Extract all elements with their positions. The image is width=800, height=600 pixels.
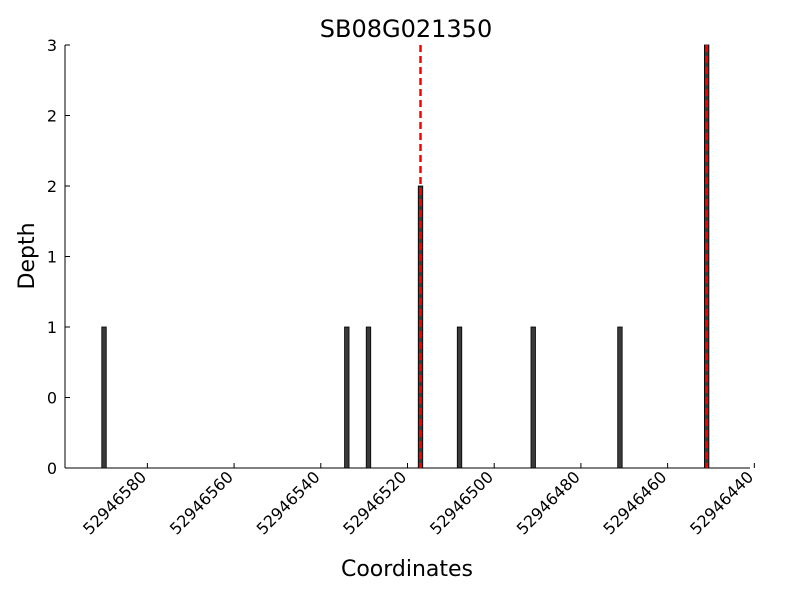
y-tick-label: 3	[47, 36, 57, 55]
y-tick-label: 2	[47, 107, 57, 126]
y-tick-label: 1	[47, 318, 57, 337]
bar	[617, 326, 623, 469]
bar	[456, 326, 463, 469]
x-tick-label: 52946460	[599, 467, 670, 538]
x-tick-label: 52946520	[339, 467, 410, 538]
x-tick-label: 52946480	[513, 467, 584, 538]
x-tick-label: 52946540	[253, 467, 324, 538]
y-tick-label: 1	[47, 248, 57, 267]
chart-title: SB08G021350	[320, 15, 492, 43]
x-axis-label: Coordinates	[341, 557, 473, 582]
x-tick-label: 52946560	[166, 467, 237, 538]
y-tick-label: 2	[47, 177, 57, 196]
x-tick-label: 52946580	[79, 467, 150, 538]
bar	[365, 326, 372, 469]
x-tick-label: 52946500	[426, 467, 497, 538]
x-tick-label: 52946440	[686, 467, 757, 538]
bar	[101, 326, 107, 469]
y-axis-label: Depth	[15, 222, 40, 289]
y-tick-label: 0	[47, 389, 57, 408]
bar	[530, 326, 536, 469]
y-tick-label: 0	[47, 459, 57, 478]
bar	[344, 326, 350, 469]
